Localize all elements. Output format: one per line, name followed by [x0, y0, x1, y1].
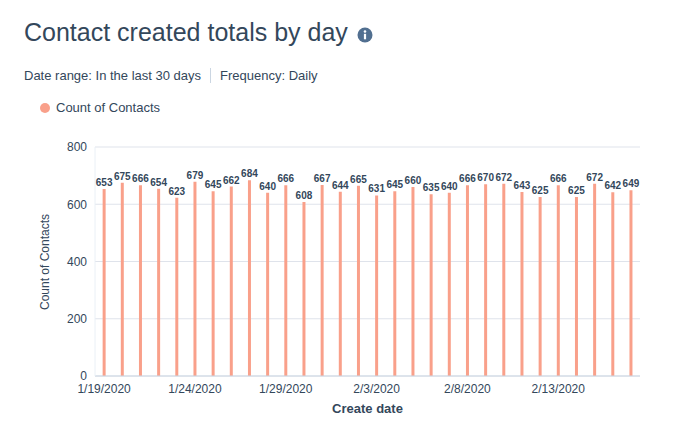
svg-text:679: 679: [187, 170, 204, 181]
svg-text:631: 631: [368, 183, 385, 194]
svg-text:667: 667: [314, 173, 331, 184]
html-text:Contact created totals by day: Contact created totals by day: [24, 18, 348, 46]
svg-text:200: 200: [67, 312, 87, 326]
svg-text:623: 623: [168, 186, 185, 197]
svg-text:653: 653: [96, 177, 113, 188]
svg-text:649: 649: [623, 178, 640, 189]
svg-text:666: 666: [550, 173, 567, 184]
svg-text:666: 666: [132, 173, 149, 184]
svg-text:675: 675: [114, 171, 131, 182]
svg-text:1/24/2020: 1/24/2020: [168, 382, 222, 396]
html-text:Count of Contacts: Count of Contacts: [38, 214, 52, 310]
svg-text:665: 665: [350, 174, 367, 185]
svg-text:1/19/2020: 1/19/2020: [77, 382, 131, 396]
svg-text:684: 684: [241, 168, 258, 179]
svg-text:800: 800: [67, 140, 87, 154]
svg-text:654: 654: [150, 177, 167, 188]
svg-text:662: 662: [223, 175, 240, 186]
html-text:Frequency: Daily: Frequency: Daily: [220, 68, 318, 83]
svg-text:643: 643: [514, 180, 531, 191]
svg-text:644: 644: [332, 180, 349, 191]
html-text:Create date: Create date: [332, 401, 403, 416]
svg-text:600: 600: [67, 198, 87, 212]
svg-text:0: 0: [80, 369, 87, 383]
svg-text:1/29/2020: 1/29/2020: [259, 382, 313, 396]
svg-text:640: 640: [441, 181, 458, 192]
html-text:Count of Contacts: Count of Contacts: [56, 100, 161, 115]
svg-text:640: 640: [259, 181, 276, 192]
svg-text:635: 635: [423, 182, 440, 193]
svg-text:625: 625: [532, 185, 549, 196]
svg-text:2/13/2020: 2/13/2020: [532, 382, 586, 396]
svg-text:670: 670: [477, 172, 494, 183]
svg-text:400: 400: [67, 255, 87, 269]
svg-text:672: 672: [495, 172, 512, 183]
svg-text:2/3/2020: 2/3/2020: [353, 382, 400, 396]
svg-text:2/8/2020: 2/8/2020: [444, 382, 491, 396]
svg-text:666: 666: [459, 173, 476, 184]
svg-text:642: 642: [604, 180, 621, 191]
svg-text:666: 666: [277, 173, 294, 184]
svg-text:660: 660: [405, 175, 422, 186]
svg-text:625: 625: [568, 185, 585, 196]
svg-text:608: 608: [296, 190, 313, 201]
svg-text:645: 645: [205, 179, 222, 190]
svg-text:645: 645: [386, 179, 403, 190]
html-text:Date range: In the last 30 day: Date range: In the last 30 days: [24, 68, 202, 83]
svg-text:672: 672: [586, 172, 603, 183]
